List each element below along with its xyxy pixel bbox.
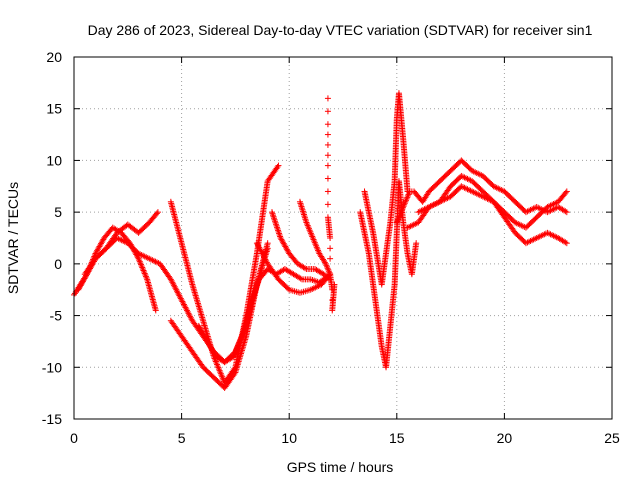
data-point (274, 164, 281, 171)
data-point (324, 175, 331, 182)
data-point (154, 209, 161, 216)
data-point (237, 336, 244, 343)
data-point (236, 339, 243, 346)
data-point (234, 343, 241, 350)
data-point (153, 210, 160, 217)
data-point (322, 260, 329, 267)
data-point (138, 261, 145, 268)
y-tick-label: -10 (42, 359, 62, 375)
data-point (264, 245, 271, 252)
data-point (141, 270, 148, 277)
data-point (327, 255, 334, 262)
data-point (327, 245, 334, 252)
data-point (324, 131, 331, 138)
data-point (235, 340, 242, 347)
data-point (324, 188, 331, 195)
data-point (233, 345, 240, 352)
y-tick-label: 10 (46, 152, 62, 168)
x-tick-label: 5 (178, 430, 186, 446)
data-point (275, 162, 282, 169)
data-point (301, 265, 308, 272)
data-point (232, 349, 239, 356)
data-point (139, 264, 146, 271)
data-point (324, 141, 331, 148)
data-point (238, 334, 245, 341)
data-point (324, 108, 331, 115)
y-tick-label: 5 (54, 204, 62, 220)
data-point (137, 260, 144, 267)
data-point (324, 95, 331, 102)
data-point (413, 240, 420, 247)
y-tick-label: -15 (42, 411, 62, 427)
x-tick-label: 20 (497, 430, 513, 446)
x-tick-label: 25 (604, 430, 620, 446)
data-point (323, 262, 330, 269)
data-point (331, 281, 338, 288)
data-point (141, 268, 148, 275)
data-point (235, 342, 242, 349)
data-point (326, 269, 333, 276)
data-marks (71, 90, 570, 391)
data-point (136, 258, 143, 265)
data-point (230, 353, 237, 360)
data-point (231, 370, 238, 377)
data-point (324, 121, 331, 128)
x-tick-label: 10 (281, 430, 297, 446)
data-point (231, 350, 238, 357)
data-point (233, 346, 240, 353)
data-point (324, 265, 331, 272)
data-point (140, 267, 147, 274)
data-point (143, 274, 150, 281)
grid (74, 57, 612, 419)
y-tick-label: 15 (46, 101, 62, 117)
data-point (324, 162, 331, 169)
data-point (324, 263, 331, 270)
x-tick-label: 0 (70, 430, 78, 446)
data-point (152, 307, 159, 314)
data-point (324, 152, 331, 159)
data-point (230, 352, 237, 359)
data-point (325, 268, 332, 275)
data-point (136, 257, 143, 264)
data-point (142, 271, 149, 278)
x-tick-label: 15 (389, 430, 405, 446)
data-point (135, 255, 142, 262)
data-point (237, 337, 244, 344)
data-point (138, 263, 145, 270)
data-point (264, 240, 271, 247)
data-point (232, 348, 239, 355)
data-point (297, 275, 304, 282)
y-tick-label: 20 (46, 49, 62, 65)
data-point (139, 266, 146, 273)
data-point (142, 273, 149, 280)
y-tick-label: 0 (54, 256, 62, 272)
data-point (325, 266, 332, 273)
data-point (324, 201, 331, 208)
data-point (327, 235, 334, 241)
y-tick-label: -5 (50, 308, 63, 324)
